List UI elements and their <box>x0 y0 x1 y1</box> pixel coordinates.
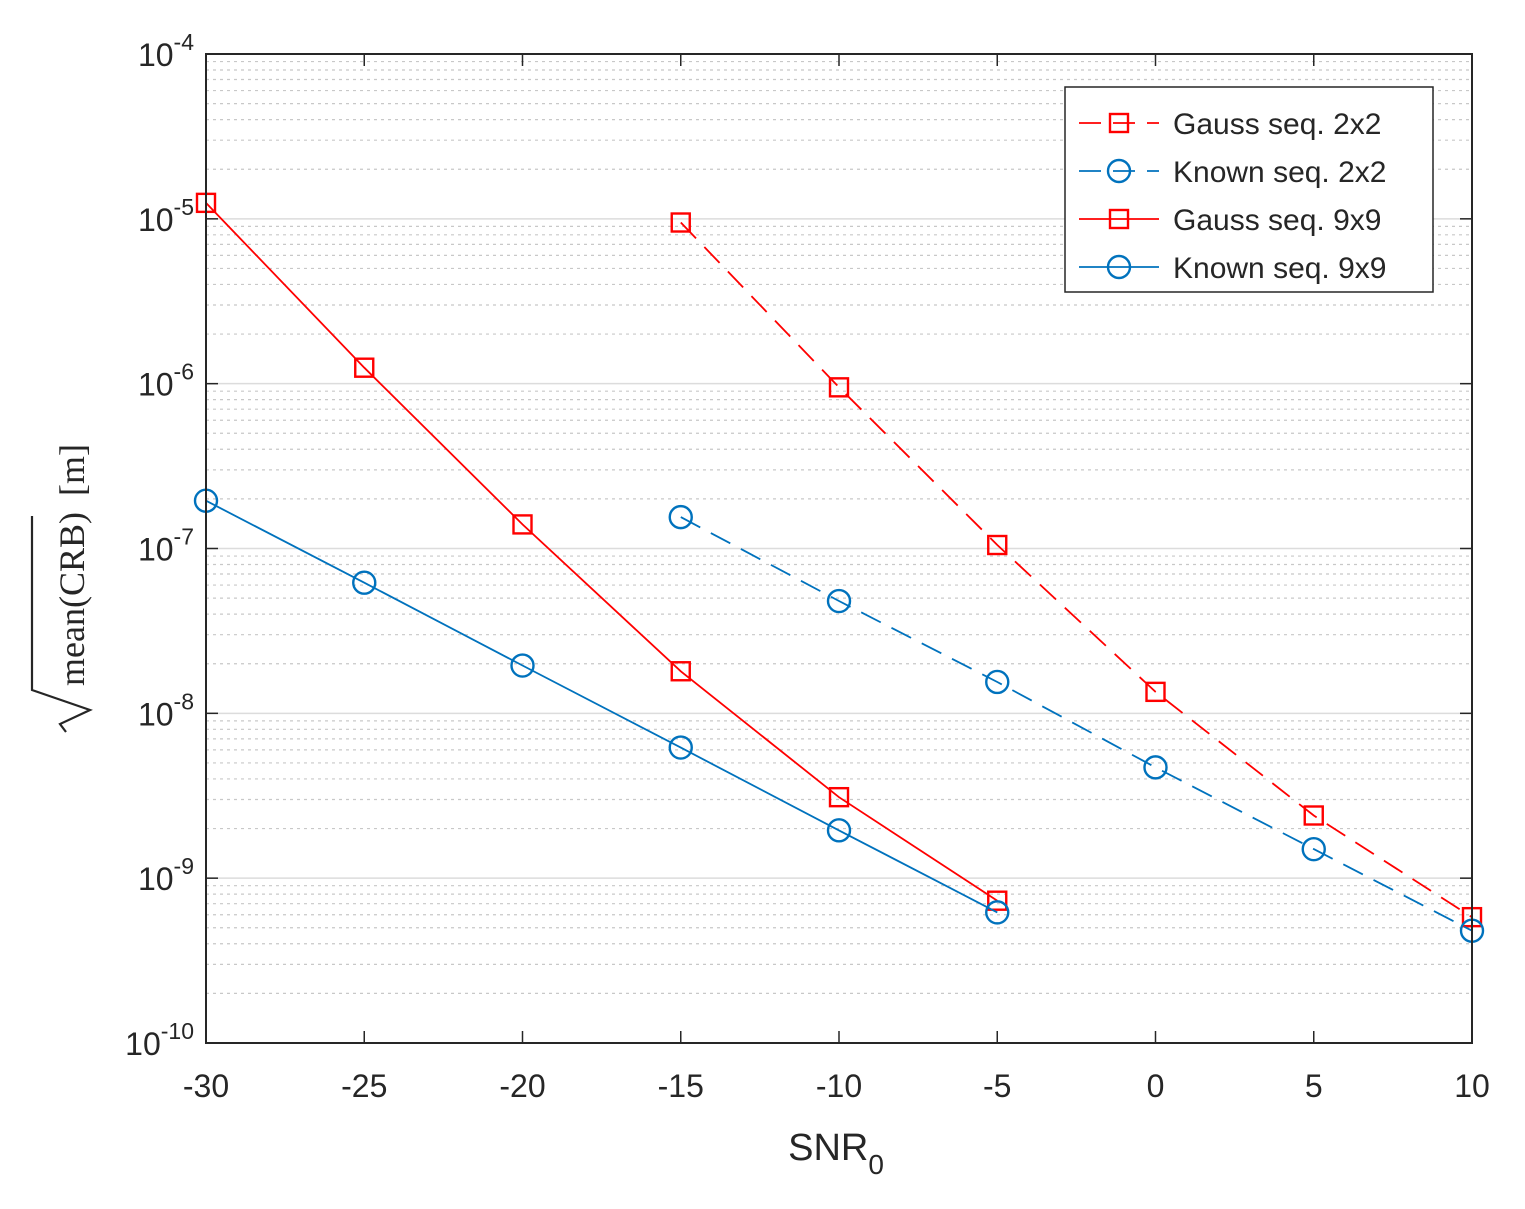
tick-layer: -30 -25 -20 -15 -10 -5 0 5 10 10-10 10-9 10-8 10-7 10… <box>125 29 1490 1104</box>
circle-marker <box>985 669 1010 695</box>
circle-marker <box>510 653 535 678</box>
square-marker <box>828 377 850 398</box>
legend: Gauss seq. 2x2 Known seq. 2x2 Gauss seq. 9… <box>1064 86 1434 293</box>
y-axis-unit: [m] <box>52 444 92 496</box>
circle-marker <box>668 735 693 760</box>
legend-circle-icon <box>1106 158 1132 184</box>
legend-label: Known seq. 9x9 <box>1173 252 1386 285</box>
series-line <box>680 516 1473 932</box>
y-tick-label: 10-8 <box>138 688 194 732</box>
circle-marker <box>985 900 1010 925</box>
square-marker <box>670 661 691 682</box>
series-2 <box>668 504 1485 943</box>
x-tick-label: -30 <box>183 1068 229 1104</box>
legend-circle-icon <box>1106 254 1132 280</box>
series-line <box>680 221 1473 918</box>
square-marker <box>670 212 691 233</box>
legend-square-icon <box>1108 208 1130 230</box>
square-marker <box>1303 805 1324 826</box>
series-line <box>205 202 998 902</box>
x-tick-label: 5 <box>1305 1068 1323 1104</box>
square-marker <box>828 786 850 808</box>
square-marker <box>987 534 1008 556</box>
y-tick-label: 10-7 <box>138 524 194 568</box>
circle-marker <box>1301 836 1326 862</box>
legend-label: Gauss seq. 2x2 <box>1173 108 1381 141</box>
x-tick-label: -15 <box>658 1068 704 1104</box>
x-tick-label: -20 <box>499 1068 545 1104</box>
legend-label: Gauss seq. 9x9 <box>1173 204 1381 237</box>
series-line <box>205 499 998 914</box>
y-axis-label: mean(CRB) [m] <box>30 444 93 733</box>
y-tick-label: 10-4 <box>138 29 194 73</box>
y-tick-label: 10-9 <box>138 853 194 897</box>
legend-label: Known seq. 2x2 <box>1173 156 1386 189</box>
series-1 <box>670 212 1483 928</box>
square-marker <box>354 357 375 378</box>
series-3 <box>195 192 1008 911</box>
y-tick-label: 10-6 <box>138 359 194 403</box>
legend-square-icon <box>1108 112 1130 134</box>
sqrt-radical-icon <box>30 516 93 733</box>
x-tick-label: -25 <box>341 1068 387 1104</box>
x-tick-label: 0 <box>1147 1068 1165 1104</box>
legend-entry: Gauss seq. 2x2 <box>1079 108 1381 141</box>
y-tick-label: 10-10 <box>125 1018 194 1062</box>
series-4 <box>193 488 1010 925</box>
grid <box>206 60 1472 994</box>
y-tick-label: 10-5 <box>138 194 194 238</box>
square-marker <box>512 514 533 535</box>
legend-entry: Gauss seq. 9x9 <box>1079 204 1381 237</box>
square-marker <box>1145 681 1166 703</box>
square-marker <box>987 890 1008 911</box>
circle-marker <box>826 588 852 614</box>
legend-entry: Known seq. 9x9 <box>1079 252 1386 285</box>
legend-entry: Known seq. 2x2 <box>1079 156 1386 189</box>
circle-marker <box>352 570 377 595</box>
series-layer <box>193 192 1485 943</box>
circle-marker <box>668 504 693 530</box>
circle-marker <box>1143 755 1168 780</box>
circle-marker <box>826 818 852 843</box>
x-tick-label: -10 <box>816 1068 862 1104</box>
y-axis-label-text: mean(CRB) <box>52 512 92 686</box>
x-tick-label: -5 <box>983 1068 1011 1104</box>
x-axis-label: SNR0 <box>788 1127 884 1180</box>
x-tick-label: 10 <box>1454 1068 1490 1104</box>
